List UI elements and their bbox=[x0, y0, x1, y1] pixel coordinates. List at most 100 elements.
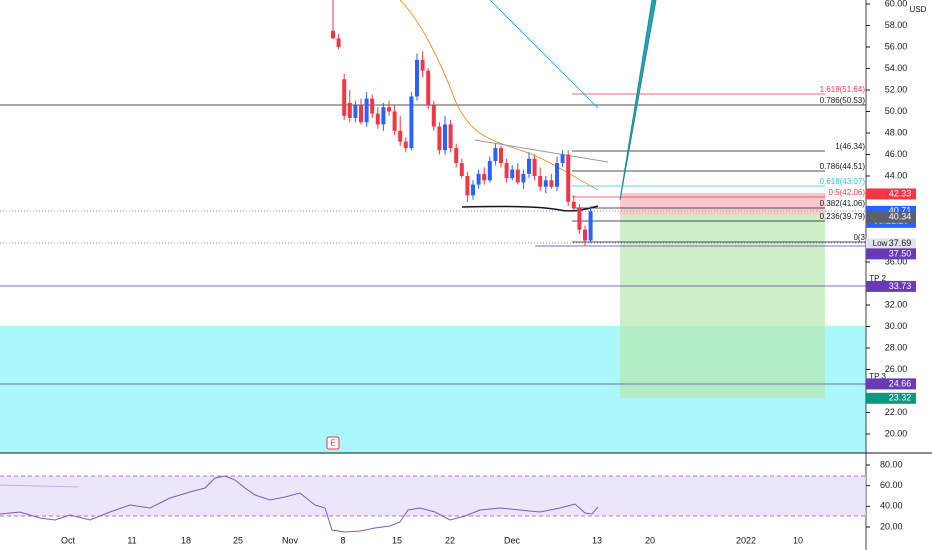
candle-body bbox=[431, 105, 436, 127]
price-tag bbox=[866, 188, 916, 200]
price-tag bbox=[866, 280, 916, 292]
candle-body bbox=[549, 180, 554, 187]
target-zone bbox=[620, 215, 825, 398]
rsi-band bbox=[0, 476, 866, 516]
candle-body bbox=[577, 208, 582, 230]
candle-body bbox=[555, 163, 559, 187]
price-tick-label: 44.00 bbox=[885, 170, 908, 180]
projection-arrow bbox=[619, 0, 657, 201]
price-tag-label: 37.50 bbox=[889, 248, 912, 258]
price-tag-label: 40.34 bbox=[889, 212, 912, 222]
candle-body bbox=[454, 148, 459, 164]
price-tick-label: 54.00 bbox=[885, 63, 908, 73]
candle-body bbox=[409, 96, 414, 149]
candle-body bbox=[336, 38, 341, 47]
fib-label: 1(46.34) bbox=[835, 142, 865, 151]
candle-body bbox=[510, 169, 515, 179]
earnings-label[interactable]: E bbox=[330, 439, 335, 448]
rsi-tick-label: 60.00 bbox=[880, 480, 903, 490]
candle-body bbox=[403, 141, 408, 149]
date-label: 10 bbox=[793, 535, 803, 545]
price-tag bbox=[866, 248, 916, 260]
price-tick-label: 52.00 bbox=[885, 84, 908, 94]
date-label: 8 bbox=[340, 535, 345, 545]
price-tick-label: 50.00 bbox=[885, 106, 908, 116]
price-tick-label: 56.00 bbox=[885, 41, 908, 51]
date-label: 11 bbox=[127, 535, 136, 545]
candle-body bbox=[571, 201, 576, 209]
price-tag-label: 24.66 bbox=[889, 378, 912, 388]
candle-body bbox=[359, 105, 363, 123]
neckline bbox=[461, 205, 599, 212]
candle-body bbox=[499, 148, 503, 164]
price-tick-label: 20.00 bbox=[885, 428, 908, 438]
price-tick-label: 36.00 bbox=[885, 256, 908, 266]
candle-body bbox=[459, 163, 464, 176]
date-label: 25 bbox=[233, 535, 243, 545]
price-tick-label: 48.00 bbox=[885, 127, 908, 137]
candle-body bbox=[588, 211, 593, 241]
price-tick-label: 58.00 bbox=[885, 20, 908, 30]
candle-body bbox=[482, 173, 487, 181]
price-tick-label: 26.00 bbox=[885, 364, 908, 374]
fib-label: 0.236(39.79) bbox=[820, 212, 866, 221]
rsi-line bbox=[0, 475, 599, 533]
price-tag bbox=[866, 211, 916, 223]
candle-body bbox=[387, 107, 391, 112]
candle-body bbox=[437, 126, 442, 151]
trend-line bbox=[474, 139, 609, 163]
candle-body bbox=[448, 124, 453, 149]
candle-body bbox=[515, 169, 520, 183]
candle-body bbox=[426, 70, 431, 106]
candle-body bbox=[398, 130, 403, 142]
candle-body bbox=[381, 107, 386, 125]
price-tag bbox=[866, 378, 916, 390]
rsi-tick-label: 80.00 bbox=[880, 459, 903, 469]
candle-body bbox=[493, 148, 498, 161]
rsi-tick-label: 40.00 bbox=[880, 501, 903, 511]
low-label: Low bbox=[873, 239, 888, 248]
candle-body bbox=[521, 173, 526, 183]
price-tick-label: 22.00 bbox=[885, 407, 908, 417]
fib-label: 0.786(50.53) bbox=[820, 96, 866, 105]
fib-levels bbox=[572, 93, 866, 243]
candle-body bbox=[532, 158, 537, 176]
fib-label: 0.618(43.07) bbox=[820, 177, 866, 186]
price-tag-label: 23.32 bbox=[889, 393, 912, 403]
target-label: TP 2 bbox=[869, 274, 886, 283]
date-label: Nov bbox=[282, 535, 299, 545]
price-tick-label: 30.00 bbox=[885, 321, 908, 331]
target-label: TP 3 bbox=[869, 372, 886, 381]
candle-body bbox=[375, 113, 380, 125]
candle-body bbox=[538, 176, 543, 187]
candle-body bbox=[370, 98, 375, 114]
date-label: 15 bbox=[392, 535, 402, 545]
candle-body bbox=[331, 30, 335, 39]
date-label: Dec bbox=[504, 535, 521, 545]
date-label: 20 bbox=[645, 535, 655, 545]
fib-label: 0.786(44.51) bbox=[820, 162, 866, 171]
currency: USD bbox=[910, 5, 927, 14]
price-tag-label: 37.69 bbox=[889, 238, 912, 248]
candle-body bbox=[560, 154, 565, 164]
ma-long bbox=[489, 0, 599, 109]
candle-body bbox=[415, 59, 419, 97]
rsi-ma bbox=[0, 484, 79, 488]
candle-body bbox=[471, 184, 475, 196]
candle-body bbox=[476, 173, 481, 185]
candle-body bbox=[364, 98, 369, 123]
candle-body bbox=[583, 229, 587, 241]
date-label: Oct bbox=[61, 535, 76, 545]
candle-body bbox=[420, 59, 425, 71]
candle-body bbox=[504, 163, 509, 179]
price-tag-label: 40.71 bbox=[889, 206, 912, 216]
price-tag bbox=[866, 392, 916, 404]
candle-body bbox=[487, 160, 492, 181]
candle-body bbox=[465, 176, 470, 196]
candle-body bbox=[392, 111, 397, 131]
fib-label: 0.382(41.06) bbox=[820, 199, 866, 208]
price-tick-label: 32.00 bbox=[885, 299, 908, 309]
price-tag-label: 33.73 bbox=[889, 281, 912, 291]
candle-body bbox=[543, 180, 548, 187]
earnings-icon[interactable] bbox=[326, 436, 340, 450]
